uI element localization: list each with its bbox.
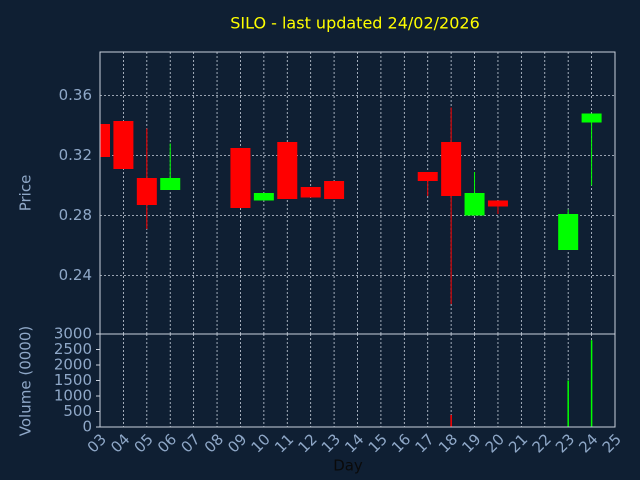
volume-frame	[99, 333, 616, 428]
volume-bar	[450, 414, 452, 427]
volume-tick-label: 1000	[54, 387, 92, 405]
candle-body	[277, 142, 298, 199]
chart-title: SILO - last updated 24/02/2026	[230, 14, 480, 33]
candle-body	[230, 148, 251, 208]
y-tick-label: 0.28	[59, 206, 92, 224]
candle-body	[324, 181, 345, 199]
y-tick-label: 0.24	[59, 266, 92, 284]
candle-body	[558, 214, 579, 250]
candle-body	[487, 200, 508, 207]
candle-body	[300, 187, 321, 198]
candle-body	[464, 193, 485, 216]
x-axis-label: Day	[333, 457, 363, 475]
y-axis-label: Price	[17, 175, 35, 212]
volume-tick-label: 2000	[54, 356, 92, 374]
volume-tick-label: 0	[82, 418, 92, 436]
candle-body	[581, 113, 602, 123]
volume-axis-label: Volume (0000)	[17, 326, 35, 436]
candle-body	[113, 121, 134, 169]
candle-body	[160, 178, 181, 190]
volume-bar	[590, 340, 593, 427]
volume-tick-label: 500	[63, 402, 92, 420]
candle-body	[136, 178, 157, 205]
candle-body	[253, 193, 274, 201]
volume-bar	[567, 380, 569, 427]
volume-tick-label: 1500	[54, 371, 92, 389]
volume-tick-label: 2500	[54, 340, 92, 358]
candle-body	[441, 142, 462, 196]
y-tick-label: 0.32	[59, 146, 92, 164]
candle-body	[100, 124, 110, 157]
candle-body	[417, 172, 438, 181]
volume-tick-label: 3000	[54, 325, 92, 343]
y-tick-label: 0.36	[59, 86, 92, 104]
